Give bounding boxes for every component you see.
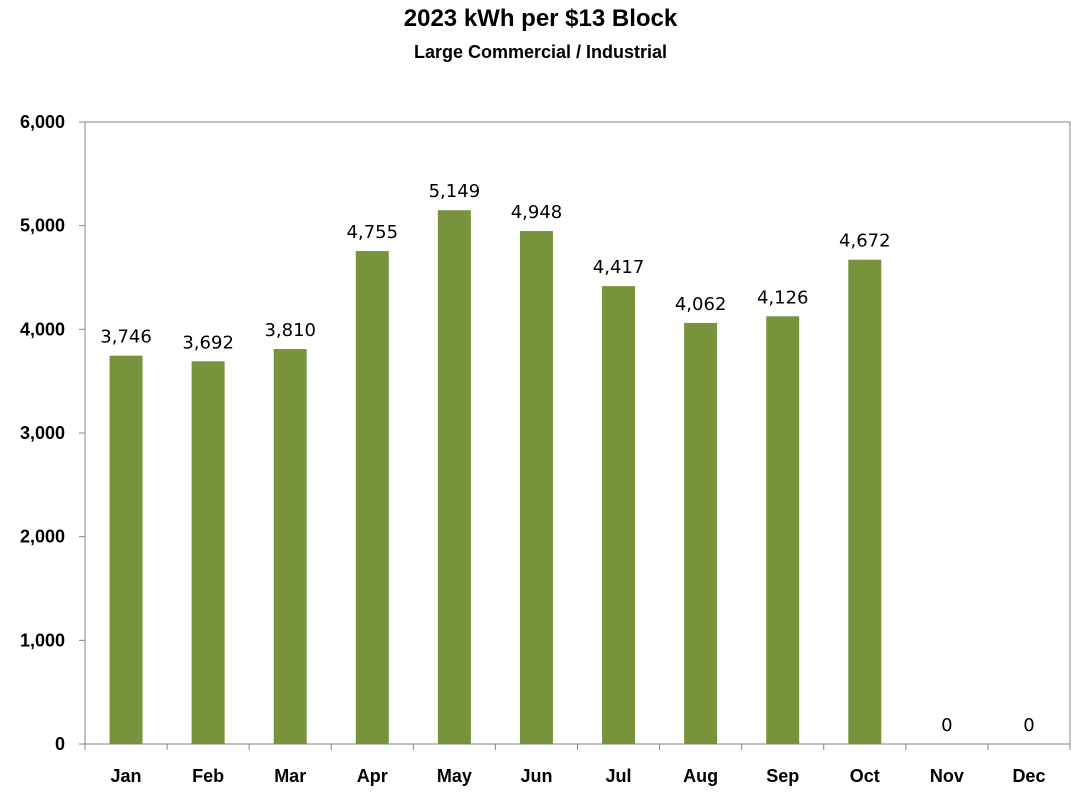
plot-area-frame	[84, 121, 1071, 745]
x-tick-label: Jan	[111, 766, 142, 786]
y-tick-label: 6,000	[20, 112, 65, 132]
data-label: 4,126	[757, 287, 809, 308]
data-label: 0	[1023, 715, 1034, 736]
data-label: 3,692	[182, 332, 234, 353]
bar	[602, 286, 636, 744]
y-tick-label: 1,000	[20, 630, 65, 650]
data-label: 3,810	[264, 320, 316, 341]
bar	[273, 349, 307, 744]
data-label: 4,948	[511, 202, 563, 223]
x-tick-label: Dec	[1012, 766, 1045, 786]
y-tick-label: 4,000	[20, 319, 65, 339]
bar	[766, 316, 800, 744]
x-tick-label: Apr	[357, 766, 388, 786]
data-label: 4,417	[593, 257, 645, 278]
x-tick-label: Feb	[192, 766, 224, 786]
data-label: 4,672	[839, 231, 891, 252]
chart-subtitle: Large Commercial / Industrial	[413, 42, 668, 62]
bar-series	[109, 210, 882, 745]
bar	[191, 361, 225, 744]
chart-title: 2023 kWh per $13 Block	[403, 5, 678, 32]
x-tick-label: Jun	[520, 766, 552, 786]
y-tick-label: 0	[55, 734, 65, 754]
bar	[109, 355, 143, 744]
x-tick-label: Jul	[606, 766, 632, 786]
bar	[684, 322, 718, 744]
data-labels: 3,746 3,692 3,810 4,755 5,149 4,948 4,417 4,062…	[100, 181, 1034, 736]
y-tick-label: 2,000	[20, 527, 65, 547]
data-label: 4,755	[347, 222, 399, 243]
x-axis: Jan Feb Mar Apr May Jun Jul Aug Sep Oct Nov Dec	[84, 744, 1071, 786]
x-tick-label: Mar	[274, 766, 306, 786]
x-tick-label: May	[437, 766, 472, 786]
y-tick-label: 3,000	[20, 423, 65, 443]
y-tick-label: 5,000	[20, 216, 65, 236]
data-label: 3,746	[100, 327, 152, 348]
bar	[355, 251, 389, 744]
bar	[848, 259, 882, 744]
data-label: 0	[941, 715, 952, 736]
y-axis: 0 1,000 2,000 3,000 4,000 5,000 6,000	[20, 112, 85, 754]
x-tick-label: Aug	[683, 766, 718, 786]
x-tick-label: Oct	[850, 766, 880, 786]
x-tick-label: Nov	[930, 766, 964, 786]
bar	[519, 231, 553, 745]
data-label: 5,149	[429, 181, 481, 202]
data-label: 4,062	[675, 294, 727, 315]
bar	[437, 210, 471, 744]
x-tick-label: Sep	[766, 766, 799, 786]
